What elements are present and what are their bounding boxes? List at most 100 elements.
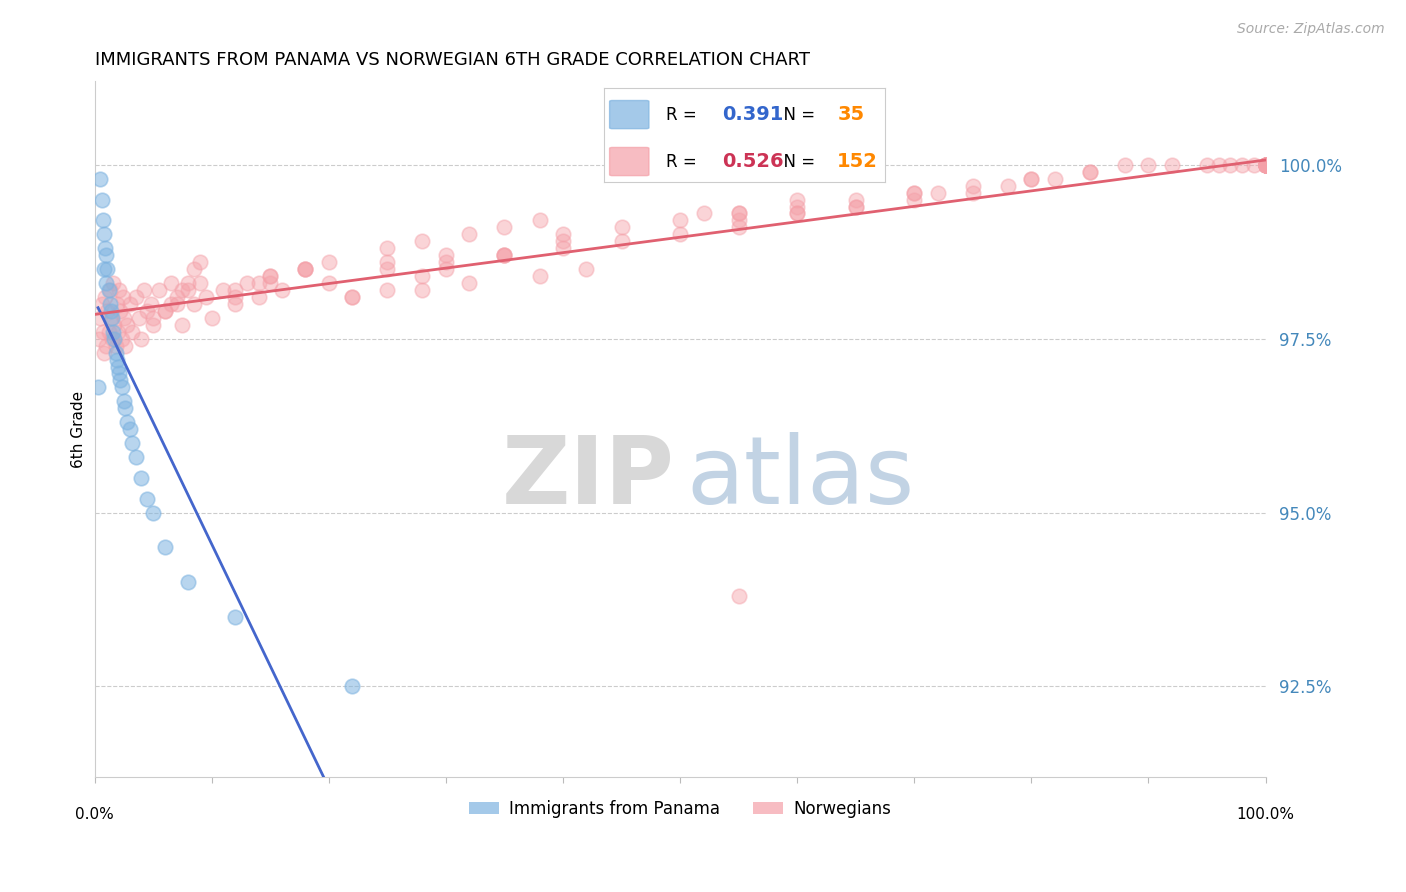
Point [118,297,141,311]
Point [114,338,136,352]
Point [494,248,516,262]
Point [575,262,598,277]
Point [551,241,574,255]
Point [1254,158,1277,172]
Point [551,235,574,249]
Point [117,415,139,429]
Point [669,227,692,242]
Point [121,436,143,450]
Point [494,220,516,235]
Point [1254,158,1277,172]
Point [1254,158,1277,172]
Point [104,338,127,352]
Point [727,206,749,220]
Point [1161,158,1184,172]
Point [247,290,270,304]
Point [177,283,200,297]
Point [1078,165,1101,179]
Point [1254,158,1277,172]
Point [1219,158,1241,172]
Point [1254,158,1277,172]
Point [103,276,125,290]
Point [103,325,125,339]
Point [132,283,155,297]
Point [494,248,516,262]
Point [1254,158,1277,172]
Point [94,241,117,255]
Point [434,248,457,262]
Point [458,227,481,242]
Point [727,213,749,227]
Point [551,227,574,242]
Point [434,255,457,269]
Point [159,276,181,290]
Point [1208,158,1230,172]
Point [94,290,117,304]
Point [139,297,162,311]
Point [96,338,118,352]
Point [136,491,159,506]
Point [224,290,246,304]
Point [188,255,211,269]
Point [1254,158,1277,172]
Point [727,589,749,603]
Point [96,262,118,277]
Point [142,506,165,520]
Point [610,220,633,235]
Point [727,220,749,235]
Legend: Immigrants from Panama, Norwegians: Immigrants from Panama, Norwegians [463,793,898,824]
Point [962,178,984,193]
Point [786,206,808,220]
Point [97,283,120,297]
Point [1254,158,1277,172]
Point [1254,158,1277,172]
Point [903,193,925,207]
Point [845,200,868,214]
Point [136,304,159,318]
Point [142,310,165,325]
Point [434,262,457,277]
Point [131,471,153,485]
Point [375,255,398,269]
Point [1043,171,1066,186]
Point [1254,158,1277,172]
Point [89,310,111,325]
Text: 0.0%: 0.0% [75,807,114,822]
Point [201,310,224,325]
Point [98,283,121,297]
Point [110,332,132,346]
Point [224,283,246,297]
Point [153,304,176,318]
Point [375,283,398,297]
Point [93,262,115,277]
Text: 100.0%: 100.0% [1237,807,1295,822]
Point [108,367,131,381]
Point [90,193,112,207]
Point [529,213,551,227]
Point [1230,158,1253,172]
Point [166,290,188,304]
Point [112,394,135,409]
Point [183,297,205,311]
Point [1114,158,1136,172]
Point [903,186,925,200]
Point [118,422,141,436]
Point [411,235,433,249]
Point [1254,158,1277,172]
Point [1137,158,1160,172]
Y-axis label: 6th Grade: 6th Grade [72,391,86,467]
Point [236,276,259,290]
Point [159,297,181,311]
Point [172,318,194,332]
Point [111,290,134,304]
Point [96,248,118,262]
Point [153,304,176,318]
Title: IMMIGRANTS FROM PANAMA VS NORWEGIAN 6TH GRADE CORRELATION CHART: IMMIGRANTS FROM PANAMA VS NORWEGIAN 6TH … [94,51,810,69]
Point [1021,171,1043,186]
Point [224,297,246,311]
Point [271,283,294,297]
Point [103,318,125,332]
Point [294,262,316,277]
Point [96,304,118,318]
Point [318,276,340,290]
